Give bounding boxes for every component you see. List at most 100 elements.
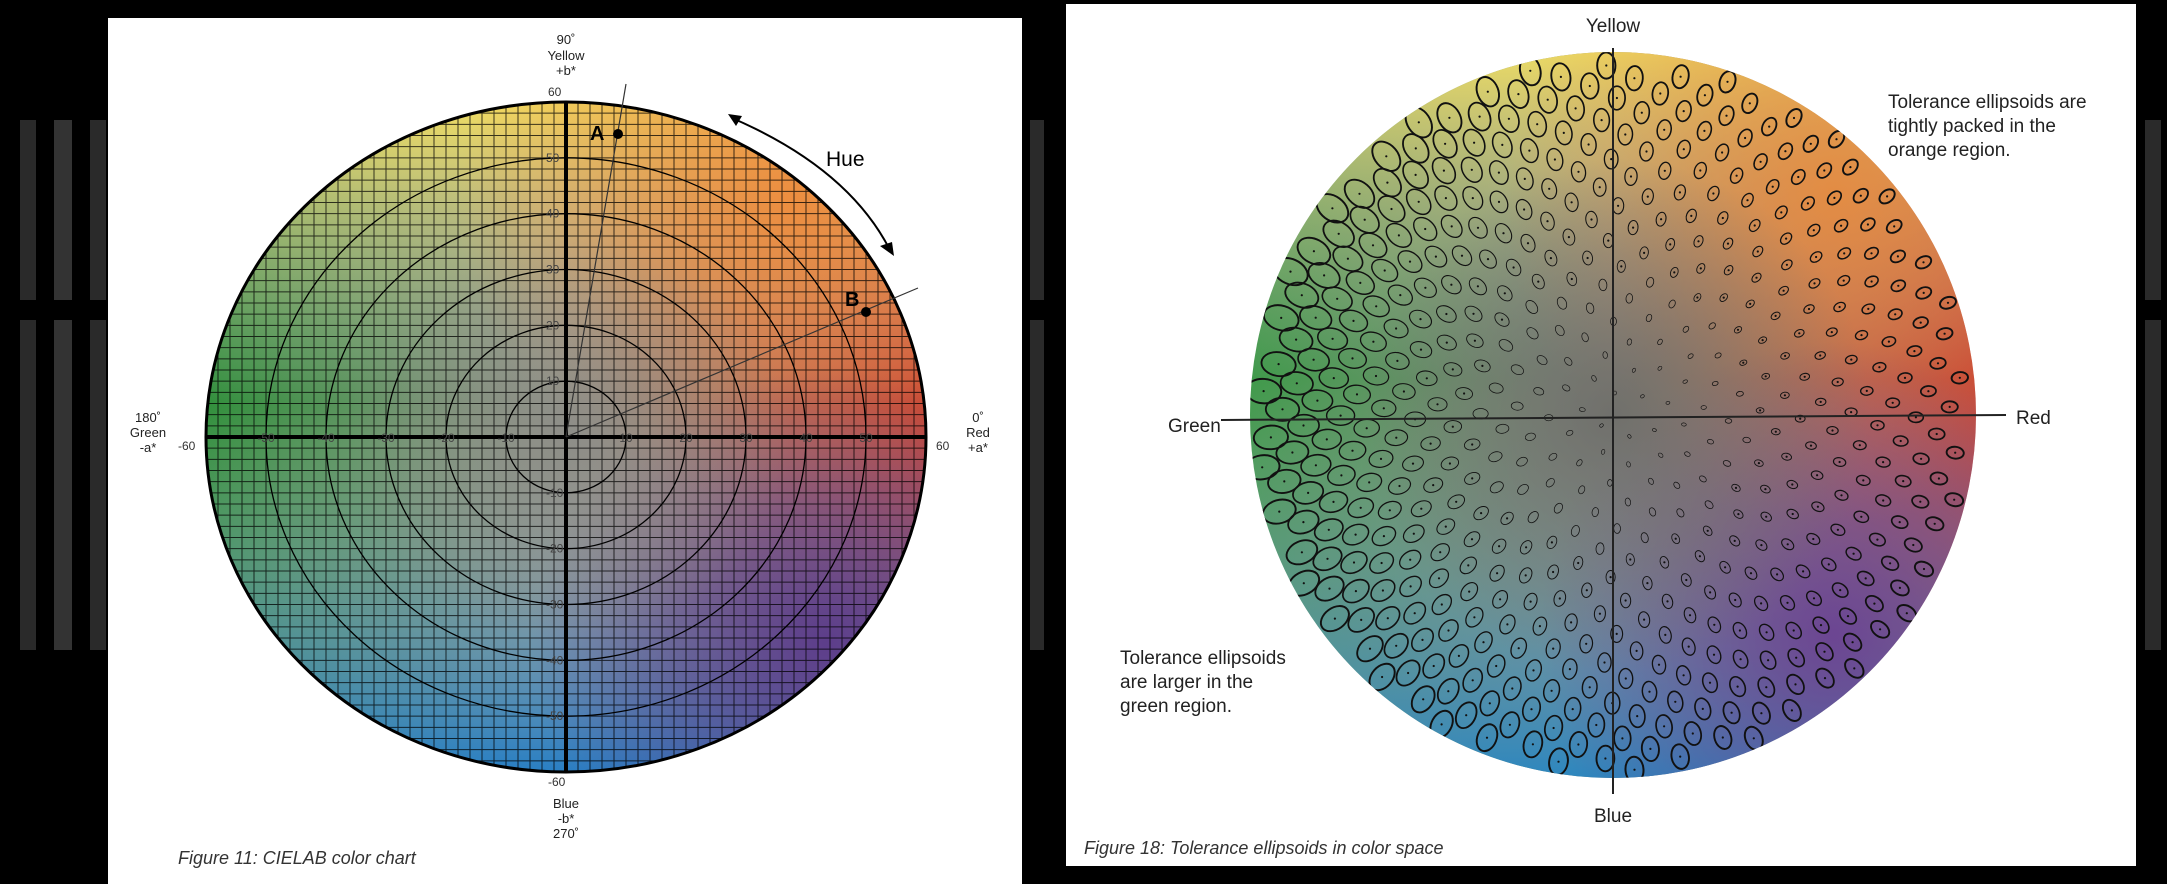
tolerance-ellipse bbox=[1704, 500, 1714, 510]
ellipse-center-dot bbox=[1448, 116, 1451, 119]
ellipse-center-dot bbox=[1445, 341, 1448, 344]
ellipse-center-dot bbox=[1678, 191, 1681, 194]
ellipse-center-dot bbox=[1739, 658, 1742, 661]
tolerance-ellipse bbox=[1454, 701, 1478, 730]
tolerance-ellipse bbox=[1736, 390, 1744, 397]
ellipse-center-dot bbox=[1823, 169, 1826, 172]
tolerance-ellipse bbox=[1894, 474, 1912, 488]
tolerance-ellipse bbox=[1370, 578, 1396, 603]
ellipse-center-dot bbox=[1437, 577, 1441, 580]
ellipse-center-dot bbox=[1316, 399, 1319, 402]
tolerance-chart: Yellow Green Red Blue Tolerance ellipsoi… bbox=[1084, 16, 2087, 858]
tolerance-ellipse bbox=[1913, 560, 1935, 578]
ellipse-center-dot bbox=[1753, 224, 1756, 227]
ellipse-center-dot bbox=[1902, 480, 1905, 483]
ellipse-center-dot bbox=[1455, 500, 1458, 503]
ellipse-center-dot bbox=[1722, 296, 1725, 299]
ellipse-center-dot bbox=[1482, 641, 1485, 644]
right-value: 60 bbox=[936, 439, 950, 453]
ellipse-center-dot bbox=[1903, 376, 1907, 379]
ellipse-center-dot bbox=[1585, 642, 1588, 645]
tolerance-ellipse bbox=[1597, 652, 1612, 673]
ellipse-center-dot bbox=[1765, 631, 1768, 634]
tolerance-ellipse bbox=[1717, 211, 1729, 225]
tolerance-ellipse bbox=[1770, 311, 1781, 321]
tolerance-ellipse bbox=[1250, 377, 1283, 405]
tolerance-ellipse bbox=[1833, 218, 1849, 233]
ellipse-center-dot bbox=[1395, 327, 1398, 330]
ellipse-center-dot bbox=[1682, 674, 1685, 677]
ellipse-center-dot bbox=[1570, 621, 1573, 624]
ellipse-center-dot bbox=[1682, 110, 1685, 113]
ellipse-center-dot bbox=[1386, 617, 1389, 620]
tolerance-ellipse bbox=[1278, 326, 1314, 353]
tolerance-ellipse bbox=[1627, 434, 1632, 439]
ellipse-center-dot bbox=[1850, 358, 1853, 361]
ellipse-center-dot bbox=[1819, 354, 1822, 357]
tolerance-ellipse bbox=[1855, 474, 1871, 487]
ellipse-center-dot bbox=[1913, 350, 1916, 353]
tolerance-ellipse bbox=[1701, 672, 1719, 694]
tolerance-ellipse bbox=[1831, 582, 1849, 598]
ellipse-center-dot bbox=[1721, 151, 1724, 154]
tolerance-ellipse bbox=[1372, 167, 1402, 198]
tolerance-ellipse bbox=[1441, 275, 1462, 295]
ellipse-center-dot bbox=[1381, 675, 1384, 679]
tolerance-ellipse bbox=[1495, 423, 1510, 434]
ellipse-center-dot bbox=[1954, 451, 1957, 454]
note-right-line-3: orange region. bbox=[1888, 140, 2011, 161]
tolerance-ellipse bbox=[1423, 477, 1444, 493]
ellipse-center-dot bbox=[1755, 276, 1758, 279]
ellipse-center-dot bbox=[1849, 166, 1852, 169]
tolerance-ellipse bbox=[1777, 142, 1794, 161]
ellipse-center-dot bbox=[1412, 532, 1415, 535]
ellipse-center-dot bbox=[1570, 201, 1573, 204]
tolerance-ellipse bbox=[1402, 133, 1430, 164]
ellipse-center-dot bbox=[1935, 432, 1938, 436]
tolerance-ellipse bbox=[1375, 606, 1401, 631]
tolerance-ellipse bbox=[1371, 258, 1399, 283]
tolerance-ellipse bbox=[1468, 277, 1487, 296]
ellipse-center-dot bbox=[1600, 119, 1603, 122]
ellipse-center-dot bbox=[1727, 269, 1730, 272]
tolerance-ellipse bbox=[1751, 701, 1771, 725]
ellipse-center-dot bbox=[1300, 294, 1303, 297]
tolerance-ellipse bbox=[1505, 258, 1522, 277]
tolerance-ellipse bbox=[1658, 161, 1672, 180]
ellipse-center-dot bbox=[1687, 645, 1690, 648]
tolerance-ellipse bbox=[1652, 428, 1657, 432]
tolerance-ellipse bbox=[1436, 102, 1463, 134]
tolerance-ellipse bbox=[1582, 250, 1594, 266]
tolerance-ellipse bbox=[1468, 216, 1488, 239]
ellipse-center-dot bbox=[1331, 337, 1334, 340]
ellipse-center-dot bbox=[1351, 449, 1354, 452]
ellipse-center-dot bbox=[1312, 358, 1315, 361]
tolerance-ellipse bbox=[1607, 85, 1626, 111]
tolerance-ellipse bbox=[1440, 456, 1460, 471]
ellipse-center-dot bbox=[1354, 590, 1357, 593]
tolerance-ellipse bbox=[1793, 328, 1805, 338]
tolerance-ellipse bbox=[1729, 535, 1741, 547]
tolerance-ellipse bbox=[1863, 246, 1880, 260]
tolerance-ellipse bbox=[1517, 483, 1529, 495]
tolerance-ellipse bbox=[1693, 235, 1704, 248]
hue-arrow bbox=[731, 117, 891, 251]
tolerance-ellipse bbox=[1640, 532, 1649, 544]
tolerance-ellipse bbox=[1385, 351, 1410, 370]
tolerance-ellipse bbox=[1744, 566, 1758, 580]
tolerance-ellipse bbox=[1837, 247, 1852, 260]
tolerance-ellipse bbox=[1337, 347, 1368, 369]
ellipse-center-dot bbox=[1840, 494, 1843, 497]
tolerance-ellipse bbox=[1805, 441, 1817, 450]
ellipse-center-dot bbox=[1451, 368, 1454, 371]
ellipse-center-dot bbox=[1674, 537, 1677, 540]
ellipse-center-dot bbox=[1471, 197, 1474, 200]
tolerance-ellipse bbox=[1463, 531, 1481, 548]
tolerance-ellipse bbox=[1301, 389, 1334, 412]
tolerance-ellipse bbox=[1854, 329, 1869, 341]
tolerance-ellipse bbox=[1667, 690, 1684, 714]
tolerance-ellipse bbox=[1627, 220, 1639, 236]
ellipse-center-dot bbox=[1838, 460, 1841, 464]
tolerance-ellipse bbox=[1842, 632, 1863, 652]
tolerance-ellipse bbox=[1527, 110, 1548, 138]
